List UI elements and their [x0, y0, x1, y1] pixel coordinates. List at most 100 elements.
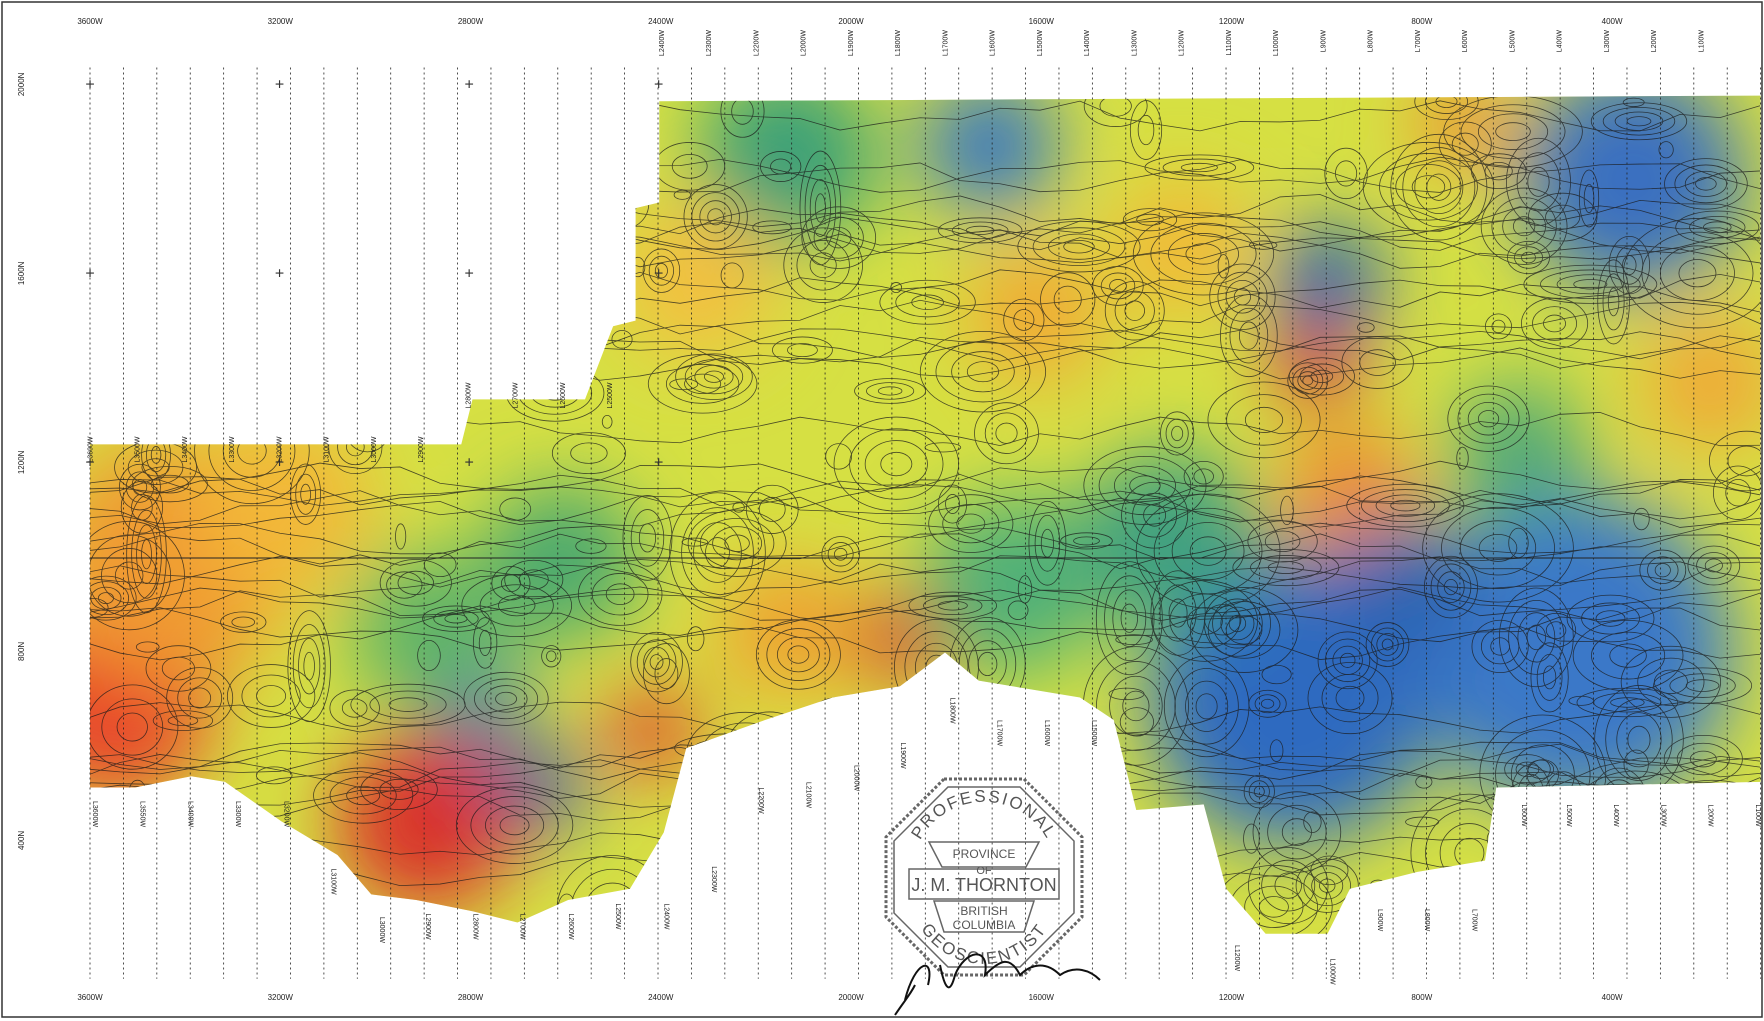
top-axis-label: 1600W	[1029, 17, 1055, 26]
line-label: L2500W	[607, 382, 614, 408]
contour	[1486, 890, 1581, 942]
line-label: L2800W	[471, 914, 478, 940]
anomaly	[923, 79, 1058, 214]
contour	[813, 698, 865, 728]
line-label: L500W	[1509, 30, 1516, 53]
contour	[1101, 811, 1124, 827]
line-label: L500W	[1565, 804, 1572, 827]
line-label: L700W	[1415, 30, 1422, 53]
line-label: L2300W	[710, 866, 717, 892]
bottom-axis-label: 1200W	[1219, 993, 1245, 1002]
anomaly	[1271, 225, 1384, 338]
line-label: L200W	[1707, 804, 1714, 827]
top-axis-label: 2800W	[458, 17, 484, 26]
contour	[1140, 852, 1176, 864]
top-axis-label: 3200W	[268, 17, 294, 26]
contour	[1205, 900, 1215, 913]
line-label: L3000W	[371, 436, 378, 462]
line-label: L100W	[1754, 804, 1761, 827]
grid-cross: +	[275, 265, 284, 282]
line-label: L1700W	[996, 720, 1003, 746]
line-label: L900W	[1376, 909, 1383, 932]
bottom-axis-label: 1600W	[1029, 993, 1055, 1002]
anomaly	[1418, 495, 1733, 810]
contour	[532, 127, 554, 143]
grid-cross: +	[464, 76, 473, 93]
top-axis-label: 400W	[1602, 17, 1623, 26]
contour	[739, 797, 798, 863]
left-axis-label: 1600N	[17, 261, 26, 285]
contour	[105, 276, 143, 297]
contour	[135, 226, 194, 279]
line-label: L600W	[1462, 30, 1469, 53]
contour	[108, 85, 247, 121]
contour	[99, 223, 193, 264]
grid-cross: +	[654, 76, 663, 93]
contour	[126, 89, 230, 116]
line-label: L2100W	[804, 782, 811, 808]
line-label: L1500W	[1037, 30, 1044, 56]
contour	[830, 707, 847, 717]
line-label: L1500W	[1090, 720, 1097, 746]
contour	[314, 231, 400, 351]
line-label: L2400W	[663, 903, 670, 929]
line-label: L3000W	[378, 917, 385, 943]
line-label: L1700W	[942, 30, 949, 56]
line-label: L2800W	[465, 382, 472, 408]
contour	[822, 702, 856, 722]
contour	[749, 808, 788, 852]
contour	[233, 143, 246, 156]
contour	[1618, 814, 1653, 842]
line-label: L1200W	[1233, 945, 1240, 971]
bottom-axis-label: 2400W	[648, 993, 674, 1002]
contour	[599, 897, 627, 925]
contour	[755, 738, 784, 764]
seal-name: J. M. THORNTON	[911, 875, 1056, 895]
top-axis-label: 3600W	[77, 17, 103, 26]
contour	[117, 267, 268, 313]
line-label: L300W	[1604, 30, 1611, 53]
contour	[362, 155, 390, 175]
contour	[0, 831, 1760, 861]
contour	[174, 285, 212, 296]
contour	[135, 158, 145, 179]
contour	[752, 865, 826, 920]
line-label: L2600W	[567, 914, 574, 940]
anomaly	[1519, 68, 1744, 293]
left-axis-label: 2000N	[17, 72, 26, 96]
seal-province: PROVINCE	[953, 847, 1016, 861]
grid-cross: +	[85, 265, 94, 282]
line-label: L3100W	[330, 869, 337, 895]
line-label: L3200W	[282, 801, 289, 827]
line-label: L2700W	[513, 382, 520, 408]
bottom-axis-label: 2800W	[458, 993, 484, 1002]
contour	[1639, 780, 1764, 878]
contour	[1674, 822, 1723, 864]
contour	[1060, 870, 1070, 894]
contour	[228, 250, 281, 338]
contour	[445, 317, 476, 332]
seal-top: PROFESSIONAL	[907, 787, 1060, 843]
seal-columbia: COLUMBIA	[953, 918, 1016, 932]
contour	[499, 103, 586, 168]
line-label: L400W	[1557, 30, 1564, 53]
left-axis-label: 1200N	[17, 450, 26, 474]
contour	[1500, 826, 1551, 853]
contour	[351, 262, 370, 284]
line-label: L3600W	[91, 801, 98, 827]
grid-cross: +	[464, 265, 473, 282]
anomaly	[1339, 518, 1474, 653]
bottom-axis-label: 400W	[1602, 993, 1623, 1002]
line-label: L1300W	[1131, 30, 1138, 56]
line-label: L1800W	[948, 698, 955, 724]
contour	[1052, 833, 1192, 903]
contour	[1502, 899, 1565, 934]
line-label: L2000W	[801, 30, 808, 56]
contour	[830, 790, 886, 829]
contour	[423, 119, 446, 175]
contour	[137, 278, 168, 305]
line-label: L300W	[1659, 804, 1666, 827]
line-label: L3400W	[187, 801, 194, 827]
contour	[977, 710, 1071, 759]
contour	[155, 279, 230, 302]
